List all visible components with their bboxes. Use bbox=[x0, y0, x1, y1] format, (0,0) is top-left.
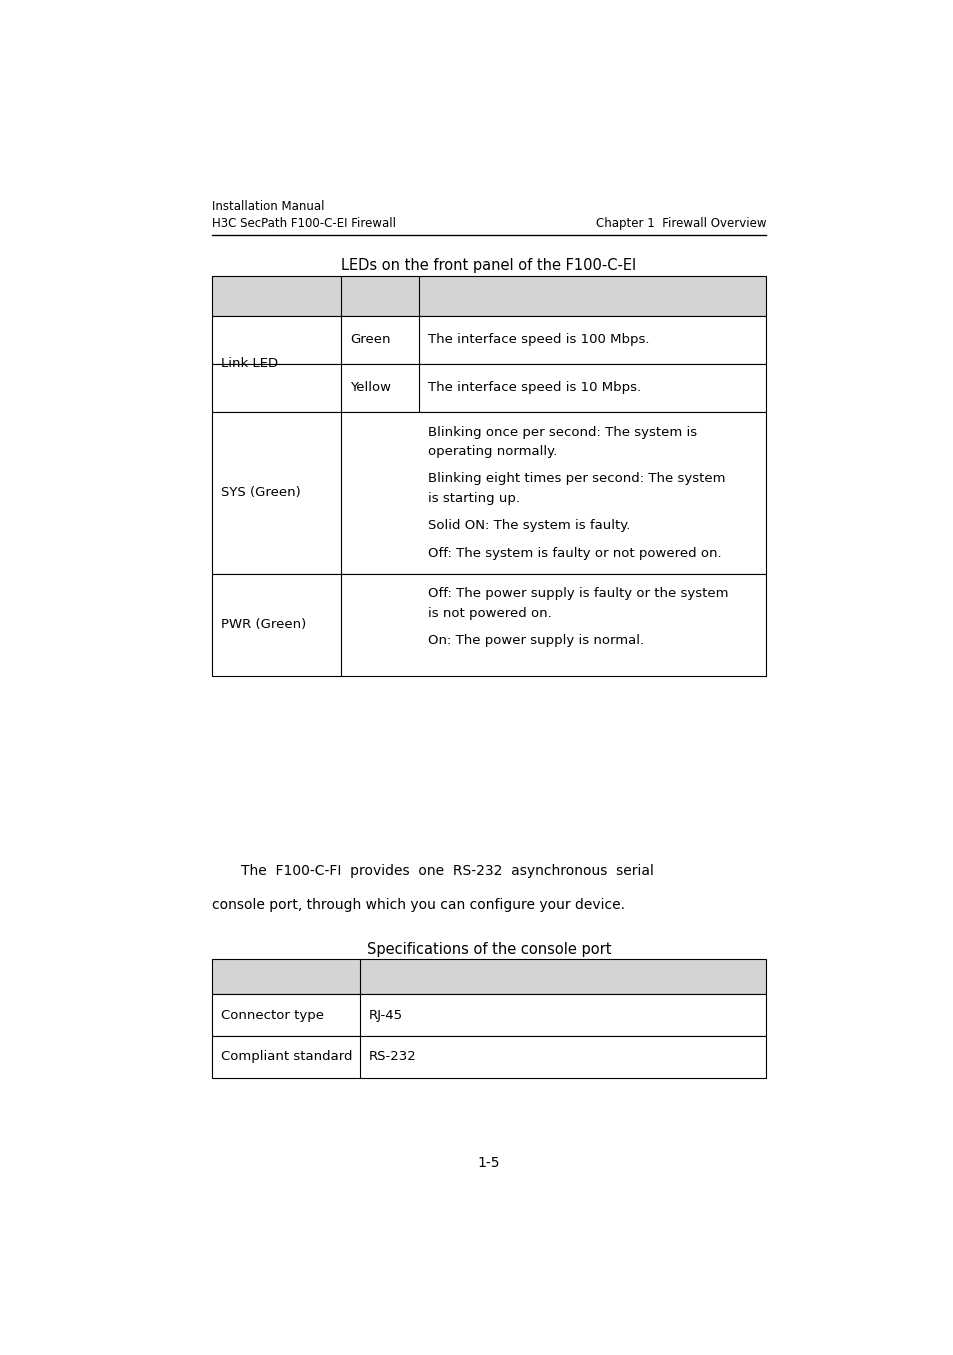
Text: The  F100-C-FI  provides  one  RS-232  asynchronous  serial: The F100-C-FI provides one RS-232 asynch… bbox=[241, 863, 654, 878]
Text: PWR (Green): PWR (Green) bbox=[220, 618, 306, 631]
Bar bbox=[212, 995, 765, 1035]
Text: Yellow: Yellow bbox=[350, 382, 391, 394]
Text: Link LED: Link LED bbox=[220, 358, 277, 370]
Text: Blinking once per second: The system is: Blinking once per second: The system is bbox=[427, 425, 696, 439]
Text: On: The power supply is normal.: On: The power supply is normal. bbox=[427, 634, 643, 648]
Text: Solid ON: The system is faulty.: Solid ON: The system is faulty. bbox=[427, 519, 629, 533]
Bar bbox=[212, 276, 765, 316]
Text: Connector type: Connector type bbox=[220, 1008, 323, 1022]
Bar bbox=[212, 364, 765, 412]
Text: Green: Green bbox=[350, 333, 390, 347]
Text: Blinking eight times per second: The system: Blinking eight times per second: The sys… bbox=[427, 473, 724, 485]
Text: is starting up.: is starting up. bbox=[427, 492, 519, 505]
Text: 1-5: 1-5 bbox=[477, 1156, 499, 1171]
Text: LEDs on the front panel of the F100-C-EI: LEDs on the front panel of the F100-C-EI bbox=[341, 257, 636, 272]
Bar bbox=[212, 1035, 765, 1077]
Text: RS-232: RS-232 bbox=[368, 1050, 416, 1064]
Text: Chapter 1  Firewall Overview: Chapter 1 Firewall Overview bbox=[595, 217, 765, 230]
Text: The interface speed is 10 Mbps.: The interface speed is 10 Mbps. bbox=[427, 382, 640, 394]
Text: Specifications of the console port: Specifications of the console port bbox=[366, 942, 611, 957]
Text: Off: The system is faulty or not powered on.: Off: The system is faulty or not powered… bbox=[427, 547, 720, 560]
Bar bbox=[212, 573, 765, 676]
Text: is not powered on.: is not powered on. bbox=[427, 607, 551, 619]
Text: Installation Manual: Installation Manual bbox=[212, 201, 324, 213]
Text: Off: The power supply is faulty or the system: Off: The power supply is faulty or the s… bbox=[427, 587, 727, 600]
Text: Compliant standard: Compliant standard bbox=[220, 1050, 352, 1064]
Bar bbox=[212, 316, 765, 364]
Text: SYS (Green): SYS (Green) bbox=[220, 486, 300, 500]
Text: operating normally.: operating normally. bbox=[427, 444, 557, 458]
Text: H3C SecPath F100-C-EI Firewall: H3C SecPath F100-C-EI Firewall bbox=[212, 217, 395, 230]
Bar bbox=[212, 412, 765, 573]
Text: console port, through which you can configure your device.: console port, through which you can conf… bbox=[212, 898, 624, 912]
Bar bbox=[212, 959, 765, 995]
Text: RJ-45: RJ-45 bbox=[368, 1008, 402, 1022]
Text: The interface speed is 100 Mbps.: The interface speed is 100 Mbps. bbox=[427, 333, 648, 347]
